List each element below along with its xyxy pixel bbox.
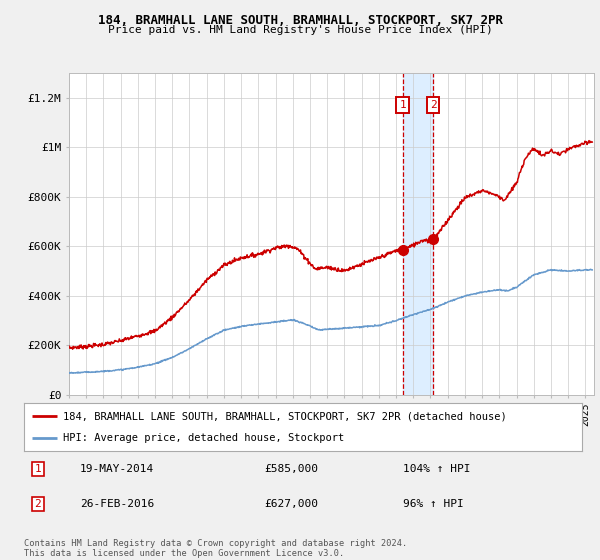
Text: £585,000: £585,000 [264,464,318,474]
Text: 104% ↑ HPI: 104% ↑ HPI [403,464,471,474]
Text: 184, BRAMHALL LANE SOUTH, BRAMHALL, STOCKPORT, SK7 2PR (detached house): 184, BRAMHALL LANE SOUTH, BRAMHALL, STOC… [63,411,507,421]
Text: 2: 2 [430,100,436,110]
Text: 184, BRAMHALL LANE SOUTH, BRAMHALL, STOCKPORT, SK7 2PR: 184, BRAMHALL LANE SOUTH, BRAMHALL, STOC… [97,14,503,27]
Text: £627,000: £627,000 [264,499,318,509]
Text: HPI: Average price, detached house, Stockport: HPI: Average price, detached house, Stoc… [63,433,344,443]
Text: 1: 1 [35,464,41,474]
Text: 96% ↑ HPI: 96% ↑ HPI [403,499,464,509]
Text: Contains HM Land Registry data © Crown copyright and database right 2024.
This d: Contains HM Land Registry data © Crown c… [24,539,407,558]
Text: 2: 2 [35,499,41,509]
Text: 19-MAY-2014: 19-MAY-2014 [80,464,154,474]
Text: 1: 1 [399,100,406,110]
Bar [403,73,433,395]
Text: 26-FEB-2016: 26-FEB-2016 [80,499,154,509]
Text: Price paid vs. HM Land Registry's House Price Index (HPI): Price paid vs. HM Land Registry's House … [107,25,493,35]
